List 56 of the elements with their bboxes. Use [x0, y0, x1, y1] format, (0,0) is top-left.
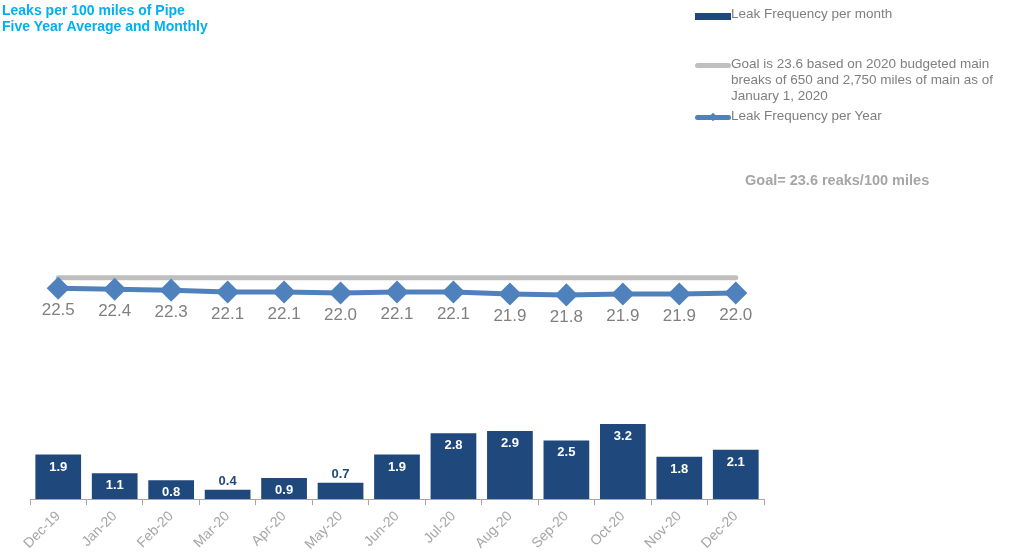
- legend-label: Goal is 23.6 based on 2020 budgeted main breaks of 650 and 2,750 miles of main as of January 1, 2020: [731, 56, 994, 104]
- legend-label: Leak Frequency per Year: [731, 108, 882, 124]
- point: [555, 284, 577, 306]
- legend-label: Leak Frequency per month: [731, 6, 893, 22]
- bar: [430, 433, 477, 500]
- data-label: 22.1: [267, 304, 301, 324]
- data-label: 1.8: [670, 460, 689, 476]
- point: [104, 278, 126, 300]
- point: [725, 282, 747, 304]
- data-label: 22.0: [719, 305, 753, 325]
- bar: [35, 454, 82, 500]
- data-label: 1.9: [387, 458, 407, 474]
- point: [499, 283, 521, 305]
- text: Goal= 23.6 reaks/100 miles: [745, 172, 930, 188]
- chart-title: Leaks per 100 miles of Pipe: [2, 2, 186, 18]
- bar: [91, 473, 138, 500]
- data-label: 3.2: [613, 428, 632, 444]
- data-label: 0.8: [162, 484, 181, 500]
- bar: [317, 482, 364, 500]
- point: [330, 282, 352, 304]
- data-label: 1.1: [105, 477, 124, 493]
- data-label: 21.9: [662, 306, 696, 326]
- bar: [599, 423, 646, 500]
- data-label: 22.0: [323, 305, 358, 325]
- data-label: 2.1: [726, 453, 745, 469]
- bar: [204, 489, 251, 500]
- bar: [374, 454, 420, 500]
- data-label: 2.9: [500, 435, 519, 451]
- point: [612, 283, 634, 305]
- bar: [712, 449, 759, 500]
- data-label: 21.9: [606, 306, 640, 326]
- data-label: 21.9: [493, 306, 527, 326]
- data-label: 1.9: [49, 458, 68, 474]
- data-label: 0.7: [331, 465, 350, 481]
- point: [668, 283, 690, 305]
- bar: [543, 440, 590, 500]
- data-label: 0.4: [218, 472, 238, 488]
- point: [273, 281, 295, 303]
- point: [47, 277, 69, 299]
- point: [442, 281, 464, 303]
- data-label: 22.1: [436, 304, 471, 324]
- point: [217, 281, 239, 303]
- point: [386, 281, 408, 303]
- data-label: 2.5: [557, 444, 576, 460]
- data-label: 22.5: [41, 300, 75, 320]
- chart-subtitle: Five Year Average and Monthly: [2, 18, 208, 34]
- bar: [487, 430, 533, 500]
- bar: [656, 456, 703, 500]
- data-label: 22.1: [380, 304, 414, 324]
- data-label: 22.1: [211, 304, 245, 324]
- point: [160, 279, 182, 301]
- data-label: 21.8: [549, 307, 583, 327]
- data-label: 22.3: [154, 302, 188, 322]
- data-label: 2.8: [444, 437, 463, 453]
- data-label: 0.9: [275, 482, 294, 498]
- data-label: 22.4: [98, 301, 132, 321]
